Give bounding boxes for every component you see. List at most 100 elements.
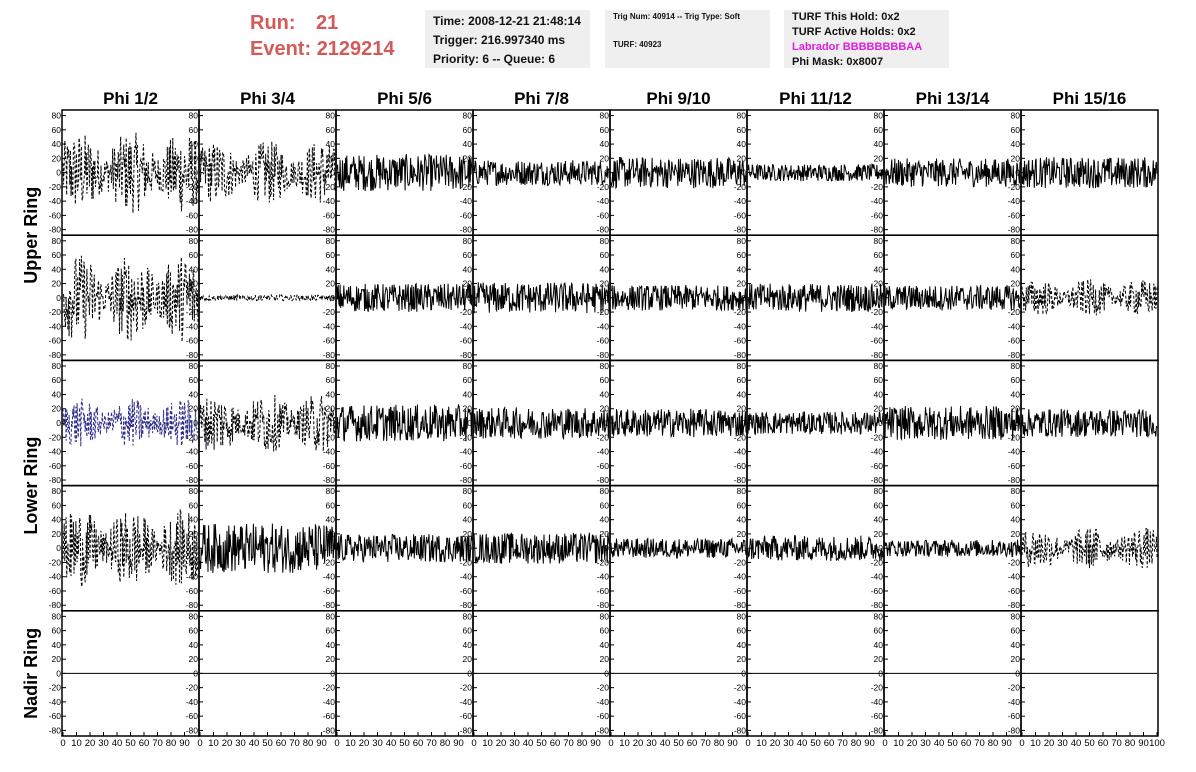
y-tick-label: -80: [871, 350, 884, 360]
y-tick-label: -60: [734, 586, 747, 596]
waveform-trace: [1021, 157, 1158, 189]
y-tick-label: 20: [874, 153, 884, 163]
waveform-trace: [473, 532, 610, 564]
y-tick-label: 40: [737, 515, 747, 525]
y-tick-label: -60: [597, 461, 610, 471]
x-tick-label: 20: [770, 738, 781, 749]
y-tick-label: -20: [871, 683, 884, 693]
y-tick-label: 60: [326, 626, 336, 636]
y-tick-label: 20: [1011, 404, 1021, 414]
y-tick-label: -80: [49, 725, 62, 735]
y-tick-label: -20: [734, 432, 747, 442]
x-tick-label: 70: [1111, 738, 1122, 749]
y-tick-label: -40: [1008, 697, 1021, 707]
column-header: Phi 7/8: [514, 89, 569, 108]
y-tick-label: 60: [189, 375, 199, 385]
y-tick-label: -80: [1008, 725, 1021, 735]
y-tick-label: 60: [189, 250, 199, 260]
y-tick-label: -80: [49, 225, 62, 235]
y-tick-label: 0: [741, 293, 746, 303]
waveform-trace: [1021, 528, 1158, 569]
y-tick-label: 20: [737, 529, 747, 539]
run-value: 21: [316, 12, 339, 34]
y-tick-label: -40: [460, 572, 473, 582]
y-tick-label: 40: [326, 264, 336, 274]
y-tick-label: 60: [463, 626, 473, 636]
y-tick-label: -60: [49, 336, 62, 346]
y-tick-label: -60: [460, 586, 473, 596]
y-tick-label: 60: [189, 500, 199, 510]
y-tick-label: -40: [1008, 196, 1021, 206]
y-tick-label: -20: [1008, 182, 1021, 192]
y-tick-label: -40: [597, 447, 610, 457]
y-tick-label: 80: [737, 236, 747, 246]
y-tick-label: -20: [186, 557, 199, 567]
y-tick-label: 0: [193, 668, 198, 678]
waveform-trace: [610, 156, 747, 190]
y-tick-label: 80: [189, 611, 199, 621]
x-tick-label: 90: [864, 738, 875, 749]
waveform-trace: [336, 282, 473, 312]
y-tick-label: 60: [1011, 500, 1021, 510]
y-tick-label: -40: [734, 321, 747, 331]
y-tick-label: 80: [189, 486, 199, 496]
y-tick-label: -40: [460, 321, 473, 331]
y-tick-label: 40: [463, 389, 473, 399]
y-tick-label: -60: [597, 711, 610, 721]
y-tick-label: -80: [460, 225, 473, 235]
y-tick-label: -60: [734, 461, 747, 471]
y-tick-label: -80: [186, 725, 199, 735]
y-tick-label: 80: [326, 111, 336, 121]
x-tick-label: 90: [453, 738, 464, 749]
y-tick-label: -80: [186, 600, 199, 610]
y-tick-label: -80: [734, 475, 747, 485]
y-tick-label: 60: [52, 500, 62, 510]
y-tick-label: 60: [52, 125, 62, 135]
waveform-trace: [199, 394, 336, 452]
y-tick-label: 20: [52, 529, 62, 539]
y-tick-label: 20: [326, 654, 336, 664]
y-tick-label: -20: [186, 182, 199, 192]
y-tick-label: 80: [463, 611, 473, 621]
y-tick-label: 40: [874, 389, 884, 399]
y-tick-label: -60: [1008, 711, 1021, 721]
y-tick-label: -80: [597, 600, 610, 610]
x-tick-label: 30: [98, 738, 109, 749]
y-tick-label: 80: [737, 111, 747, 121]
y-tick-label: 40: [1011, 389, 1021, 399]
y-tick-label: -80: [323, 600, 336, 610]
y-tick-label: -20: [597, 182, 610, 192]
y-tick-label: -80: [597, 225, 610, 235]
row-label: Lower Ring: [21, 437, 41, 535]
x-tick-label: 70: [152, 738, 163, 749]
row-label: Upper Ring: [21, 187, 41, 284]
y-tick-label: 60: [1011, 250, 1021, 260]
y-tick-label: -20: [597, 432, 610, 442]
y-tick-label: -20: [734, 182, 747, 192]
y-tick-label: -40: [186, 447, 199, 457]
y-tick-label: 80: [600, 611, 610, 621]
y-tick-label: 60: [52, 250, 62, 260]
x-tick-label: 10: [482, 738, 493, 749]
x-tick-label: 30: [646, 738, 657, 749]
y-tick-label: 20: [52, 654, 62, 664]
y-tick-label: 40: [737, 139, 747, 149]
y-tick-label: -80: [460, 475, 473, 485]
x-tick-label: 40: [523, 738, 534, 749]
y-tick-label: -20: [871, 557, 884, 567]
y-tick-label: 80: [1011, 611, 1021, 621]
x-tick-label: 50: [673, 738, 684, 749]
x-tick-label: 80: [440, 738, 451, 749]
y-tick-label: -20: [871, 307, 884, 317]
y-tick-label: -60: [186, 586, 199, 596]
y-tick-label: -20: [186, 307, 199, 317]
y-tick-label: 80: [1011, 486, 1021, 496]
y-tick-label: -20: [597, 307, 610, 317]
y-tick-label: -40: [597, 697, 610, 707]
y-tick-label: -40: [49, 447, 62, 457]
x-tick-label: 0: [882, 738, 887, 749]
y-tick-label: -80: [871, 225, 884, 235]
y-tick-label: 60: [737, 626, 747, 636]
column-header: Phi 1/2: [103, 89, 158, 108]
y-tick-label: -40: [1008, 321, 1021, 331]
